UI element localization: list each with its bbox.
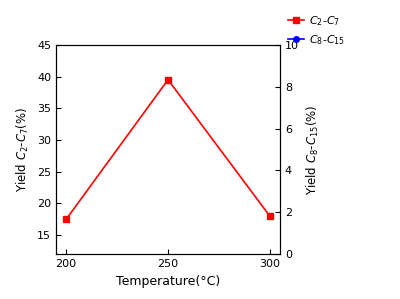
Legend: $C_2$-$C_7$, $C_8$-$C_{15}$: $C_2$-$C_7$, $C_8$-$C_{15}$	[286, 12, 347, 49]
$C_2$-$C_7$	[268, 214, 272, 218]
Y-axis label: Yield $C_2$-$C_7$(%): Yield $C_2$-$C_7$(%)	[15, 107, 32, 192]
$C_2$-$C_7$	[64, 217, 68, 221]
$C_2$-$C_7$	[166, 78, 170, 82]
X-axis label: Temperature(°C): Temperature(°C)	[116, 274, 220, 288]
Y-axis label: Yield $C_8$-$C_{15}$(%): Yield $C_8$-$C_{15}$(%)	[304, 104, 320, 195]
Line: $C_2$-$C_7$: $C_2$-$C_7$	[64, 77, 272, 222]
